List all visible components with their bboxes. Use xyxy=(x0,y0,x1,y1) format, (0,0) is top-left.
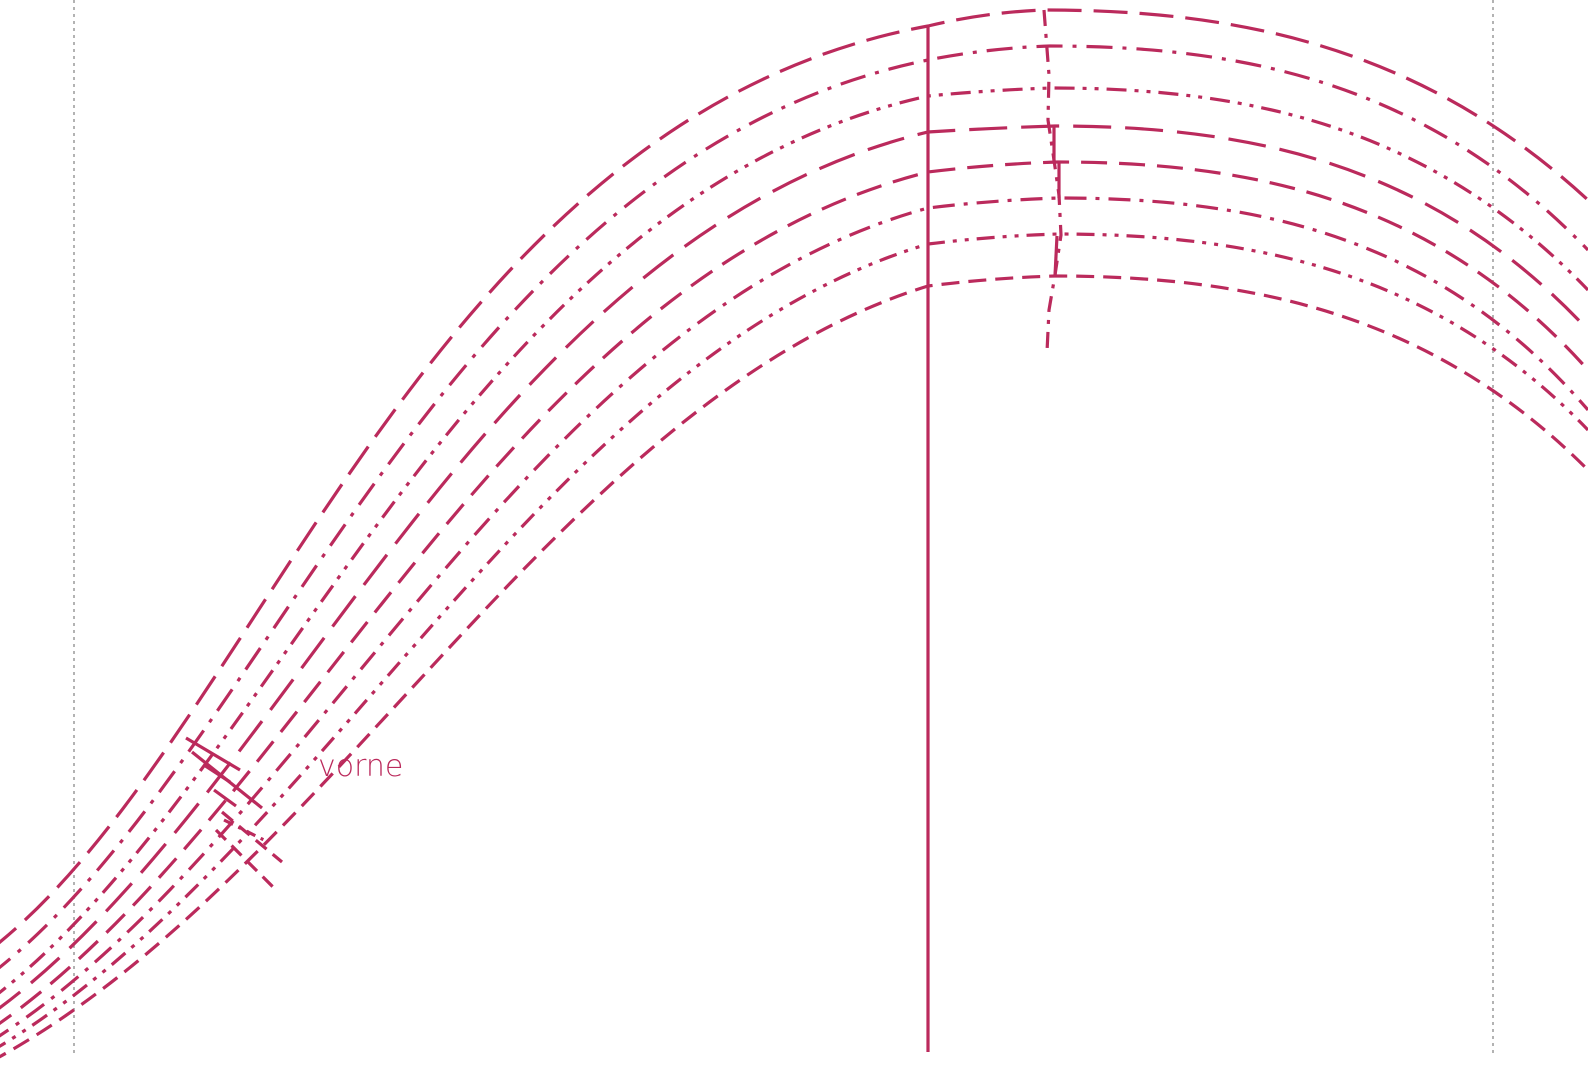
size-line-dash-dot xyxy=(0,44,1588,969)
size-line-dash-dot-dot xyxy=(0,86,1588,995)
shoulder-notches xyxy=(1042,9,1063,353)
armhole-notches xyxy=(185,736,284,892)
size-line-dash xyxy=(0,160,1588,1025)
size-line-short-dash xyxy=(0,274,1588,1059)
size-line-long-dash xyxy=(0,8,1588,944)
size-line-dash-dot-dot-2 xyxy=(0,232,1588,1048)
size-line-long-dash-2 xyxy=(0,124,1588,1010)
front-piece-label: vorne xyxy=(318,749,403,784)
size-line-dash-dot-2 xyxy=(0,196,1588,1038)
size-lines-group xyxy=(0,8,1588,1059)
